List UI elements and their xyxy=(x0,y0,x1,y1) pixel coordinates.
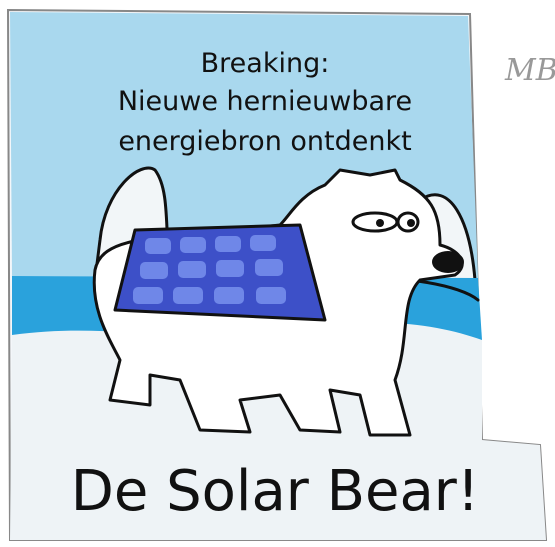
bear-pupil xyxy=(376,219,384,227)
bear-eye xyxy=(353,213,397,231)
headline-line: Nieuwe hernieuwbare xyxy=(118,86,412,117)
cartoon: Breaking: Nieuwe hernieuwbare energiebro… xyxy=(0,0,555,547)
bear-pupil xyxy=(407,219,415,227)
bear-nose xyxy=(432,251,464,273)
signature: MB xyxy=(504,53,555,88)
headline-line: Breaking: xyxy=(201,48,330,79)
headline-line: energiebron ontdenkt xyxy=(118,126,411,157)
title: De Solar Bear! xyxy=(71,459,480,524)
